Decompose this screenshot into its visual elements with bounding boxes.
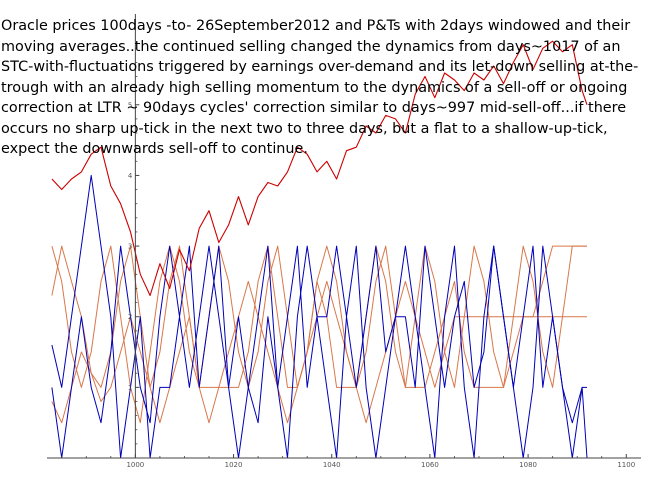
x-tick-label-3: 1060 [421, 461, 439, 469]
x-tick-label-4: 1080 [519, 461, 537, 469]
series-line-3 [51, 245, 587, 388]
y-tick-label-4: 5 [128, 101, 132, 109]
y-tick-label-2: 3 [128, 243, 132, 251]
series-line-2 [51, 245, 587, 459]
series-line-5 [51, 245, 587, 424]
x-tick-label-2: 1040 [323, 461, 341, 469]
y-tick-label-3: 4 [128, 172, 133, 180]
series-layer [51, 40, 588, 459]
y-tick-label-0: 1 [128, 384, 132, 392]
x-tick-label-1: 1020 [225, 461, 243, 469]
y-tick-label-1: 2 [128, 313, 132, 321]
x-tick-label-0: 1000 [126, 461, 144, 469]
axis-layer: 1000 1020 1040 1060 1080 1100 1 2 3 4 5 [47, 14, 641, 469]
x-tick-label-5: 1100 [617, 461, 635, 469]
series-line-0 [51, 40, 588, 297]
